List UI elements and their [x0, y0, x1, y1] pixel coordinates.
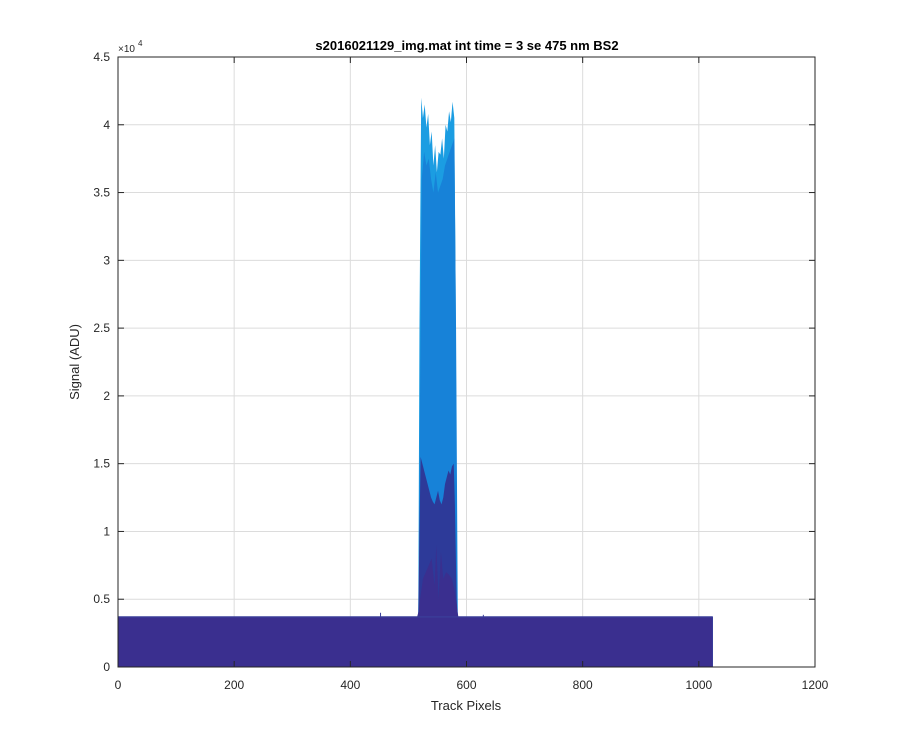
x-axis-ticks: 0 200 400 600 800 1000 1200 [115, 57, 829, 692]
y-tick-label: 0.5 [93, 592, 110, 606]
x-tick-label: 400 [340, 678, 360, 692]
y-axis-exponent-power: 4 [138, 39, 143, 48]
y-tick-label: 2 [103, 389, 110, 403]
signal-area-series-4 [118, 545, 713, 667]
y-tick-label: 1.5 [93, 457, 110, 471]
chart-title: s2016021129_img.mat int time = 3 se 475 … [315, 38, 618, 53]
y-tick-label: 1 [103, 524, 110, 538]
x-tick-label: 1000 [685, 678, 712, 692]
x-tick-label: 0 [115, 678, 122, 692]
signal-areas [118, 97, 713, 668]
y-tick-label: 3 [103, 253, 110, 267]
y-tick-label: 2.5 [93, 321, 110, 335]
x-tick-label: 1200 [802, 678, 829, 692]
y-tick-label: 3.5 [93, 186, 110, 200]
baseline-trace [118, 612, 713, 618]
y-tick-label: 4 [103, 118, 110, 132]
y-tick-label: 0 [103, 660, 110, 674]
x-tick-label: 600 [456, 678, 476, 692]
x-tick-label: 800 [573, 678, 593, 692]
y-axis-ticks: 0 0.5 1 1.5 2 2.5 3 3.5 4 4.5 [93, 50, 815, 674]
y-axis-label: Signal (ADU) [67, 324, 82, 400]
y-tick-label: 4.5 [93, 50, 110, 64]
x-tick-label: 200 [224, 678, 244, 692]
y-axis-exponent-base: ×10 [118, 44, 135, 55]
x-axis-label: Track Pixels [431, 698, 502, 713]
y-axis-exponent: ×10 4 [118, 39, 143, 55]
